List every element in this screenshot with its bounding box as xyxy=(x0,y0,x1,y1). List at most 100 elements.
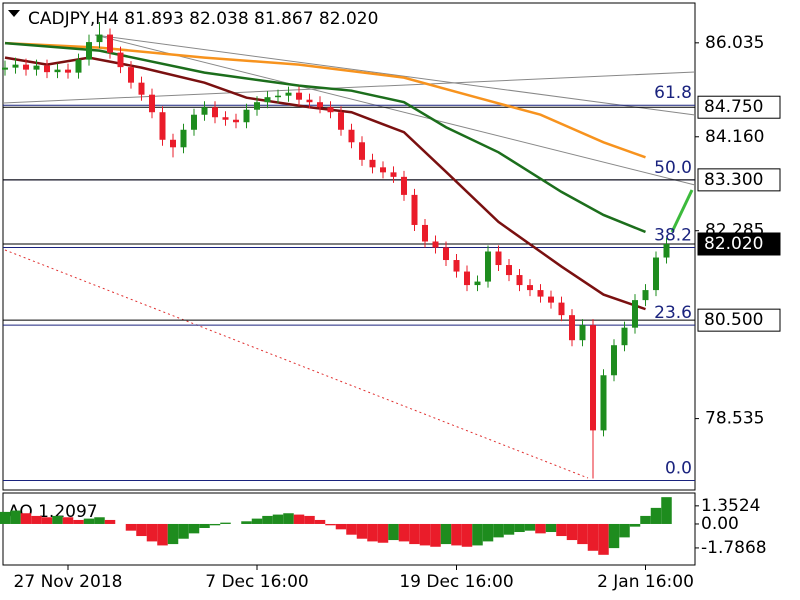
candle-body xyxy=(86,42,92,60)
ao-bar xyxy=(241,521,252,524)
ao-bar xyxy=(272,514,284,524)
indicator-frame xyxy=(2,492,696,566)
candle-body xyxy=(411,194,418,225)
ao-bar xyxy=(367,523,378,542)
candle-body xyxy=(621,327,628,346)
candle-body xyxy=(264,97,271,103)
ao-bar xyxy=(545,523,557,533)
candle-body xyxy=(422,224,428,242)
candle-body xyxy=(233,119,239,123)
x-tick-label: 7 Dec 16:00 xyxy=(205,572,309,592)
candle-body xyxy=(138,82,145,95)
ao-bar xyxy=(503,523,515,535)
candle-body xyxy=(348,129,355,143)
ao-bar xyxy=(493,523,504,538)
candle-body xyxy=(632,300,638,328)
ao-bar xyxy=(251,518,263,524)
trend-line xyxy=(4,249,589,479)
price-label: 80.500 xyxy=(704,310,763,330)
candle-body xyxy=(159,112,166,140)
fib-label: 23.6 xyxy=(654,303,692,323)
y-tick-label: 86.035 xyxy=(705,33,764,53)
ao-bar xyxy=(188,523,200,534)
candle-body xyxy=(170,139,176,148)
ao-bar xyxy=(482,523,494,542)
candle-body xyxy=(516,275,523,286)
ao-bar xyxy=(220,522,231,524)
ao-bar xyxy=(472,523,483,546)
ao-bar xyxy=(199,523,210,528)
x-tick-label: 2 Jan 16:00 xyxy=(597,572,694,592)
candle-body xyxy=(495,251,502,266)
ao-bar xyxy=(461,523,473,547)
candle-body xyxy=(432,241,439,248)
candle-body xyxy=(390,172,397,177)
candle-body xyxy=(107,34,113,53)
candle-body xyxy=(369,159,376,168)
candle-body xyxy=(380,167,386,173)
fib-label: 61.8 xyxy=(654,83,692,103)
candle-body xyxy=(54,69,61,73)
candle-body xyxy=(401,176,407,195)
candle-body xyxy=(65,69,71,73)
ao-bar xyxy=(304,515,315,524)
candle-body xyxy=(254,102,260,110)
ao-bar xyxy=(146,523,158,542)
candle-body xyxy=(33,65,40,70)
ao-bar xyxy=(566,523,578,541)
ao-bar xyxy=(262,515,273,524)
y-tick-label: 78.535 xyxy=(705,409,764,429)
ao-bar xyxy=(314,519,326,524)
ao-bar xyxy=(293,514,305,524)
candle-body xyxy=(443,247,449,261)
ao-bar xyxy=(440,523,452,545)
candle-body xyxy=(653,257,659,291)
ao-bar xyxy=(629,523,641,527)
candle-body xyxy=(12,64,19,68)
price-label-box xyxy=(697,308,781,332)
price-label: 83.300 xyxy=(704,170,763,190)
ao-bar xyxy=(52,515,63,524)
ao-bar xyxy=(640,515,651,524)
candle-body xyxy=(642,290,649,301)
candle-body xyxy=(96,34,103,43)
ao-bar xyxy=(650,507,662,524)
ao-bar xyxy=(283,513,294,524)
candle-body xyxy=(296,92,302,100)
ao-bar xyxy=(104,519,116,524)
candle-body xyxy=(537,290,544,297)
candle-body xyxy=(590,325,596,431)
ao-bar xyxy=(398,523,410,542)
candle-body xyxy=(128,67,134,83)
ao-bar xyxy=(535,523,546,534)
price-label-box xyxy=(697,232,781,256)
ao-bar xyxy=(125,523,137,531)
indicator-tick-label: 1.3524 xyxy=(701,496,760,516)
x-tick-label: 19 Dec 16:00 xyxy=(399,572,513,592)
candle-body xyxy=(327,107,334,113)
ao-bar xyxy=(178,523,189,539)
fib-label: 0.0 xyxy=(665,458,692,478)
ao-bar xyxy=(73,519,84,524)
ao-bar xyxy=(377,523,389,543)
ao-bar xyxy=(587,523,599,551)
candle-body xyxy=(579,325,586,341)
price-label-box xyxy=(697,95,781,119)
candle-body xyxy=(243,109,250,123)
chart-title: CADJPY,H4 81.893 82.038 81.867 82.020 xyxy=(28,9,378,29)
candle-body xyxy=(359,142,365,160)
ao-bar xyxy=(346,523,357,535)
moving-average xyxy=(4,41,646,234)
trend-line xyxy=(94,34,696,116)
candle-body xyxy=(212,107,218,118)
candle-body xyxy=(474,281,481,286)
candle-body xyxy=(338,112,344,130)
candle-body xyxy=(2,67,8,70)
ao-bar xyxy=(83,518,95,524)
ao-bar xyxy=(10,510,21,524)
ao-bar xyxy=(335,523,347,530)
moving-average xyxy=(4,41,646,159)
ao-bar xyxy=(514,523,525,533)
candle-body xyxy=(569,315,575,341)
candle-body xyxy=(23,64,29,70)
